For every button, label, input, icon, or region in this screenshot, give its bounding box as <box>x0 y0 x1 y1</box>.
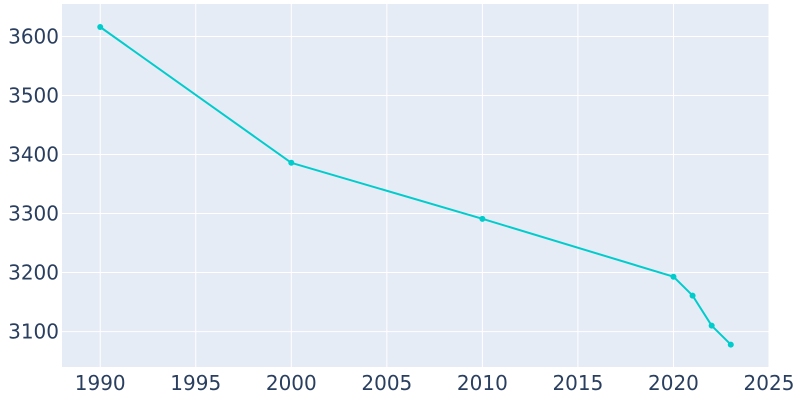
x-tick-label: 2005 <box>361 371 412 395</box>
y-tick-label: 3200 <box>8 261 59 285</box>
y-tick-label: 3400 <box>8 143 59 167</box>
data-point[interactable] <box>689 292 696 299</box>
x-tick-label: 1990 <box>75 371 126 395</box>
series-layer <box>97 24 734 348</box>
x-tick-label: 2025 <box>744 371 795 395</box>
grid-lines <box>62 4 770 367</box>
plot-background <box>62 4 769 367</box>
x-tick-label: 1995 <box>170 371 221 395</box>
data-point[interactable] <box>97 24 104 31</box>
x-tick-label: 2020 <box>648 371 699 395</box>
y-axis-ticks: 3100 3200 3300 3400 3500 3600 <box>8 24 59 343</box>
data-point[interactable] <box>708 322 715 329</box>
data-point[interactable] <box>479 215 486 222</box>
y-tick-label: 3300 <box>8 202 59 226</box>
data-point[interactable] <box>727 341 734 348</box>
x-axis-ticks: 1990 1995 2000 2005 2010 2015 2020 2025 <box>75 371 795 395</box>
x-tick-label: 2015 <box>552 371 603 395</box>
x-tick-label: 2010 <box>457 371 508 395</box>
y-tick-label: 3500 <box>8 83 59 107</box>
y-tick-label: 3600 <box>8 24 59 48</box>
data-point[interactable] <box>670 273 677 280</box>
data-point[interactable] <box>288 159 295 166</box>
y-tick-label: 3100 <box>8 320 59 344</box>
x-tick-label: 2000 <box>266 371 317 395</box>
